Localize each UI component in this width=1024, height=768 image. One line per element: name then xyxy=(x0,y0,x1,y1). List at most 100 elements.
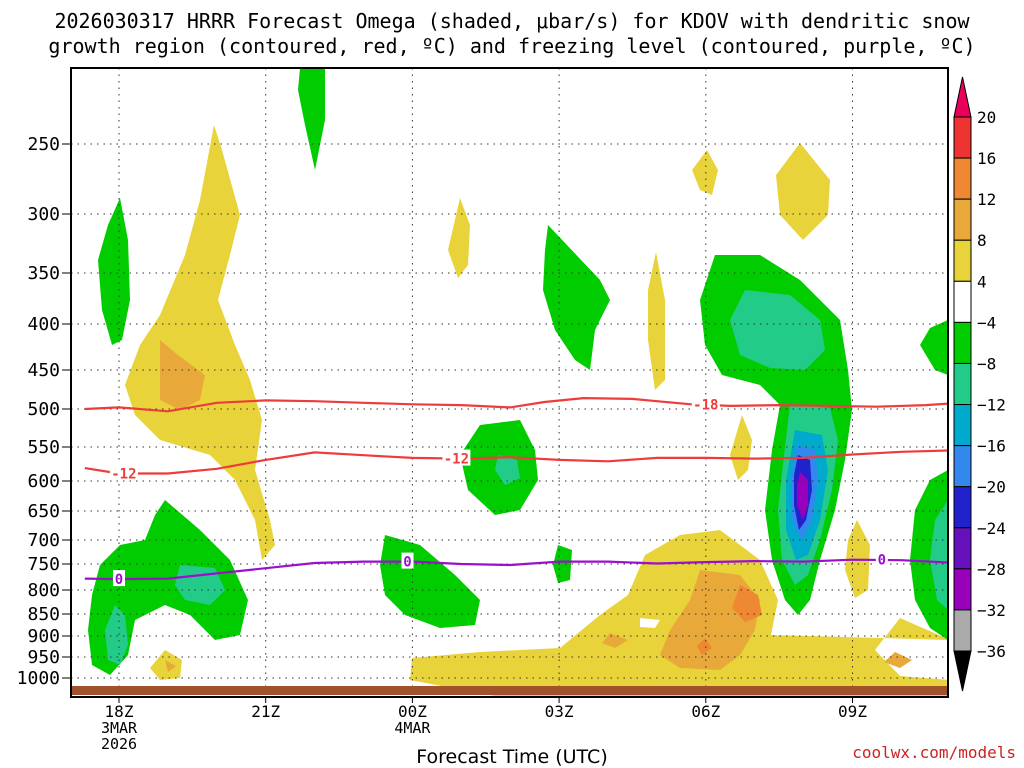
y-tick-label: 850 xyxy=(27,604,60,625)
y-tick-label: 300 xyxy=(27,204,60,225)
x-tick-label: 4MAR xyxy=(394,719,431,737)
y-tick-label: 450 xyxy=(27,360,60,381)
colorbar-swatch xyxy=(953,609,972,652)
plot-frame xyxy=(70,67,949,698)
colorbar-label: 4 xyxy=(977,272,987,291)
colorbar-swatch xyxy=(953,321,972,364)
grid-lines xyxy=(71,68,948,697)
omega-negative-region xyxy=(298,68,325,170)
omega-positive-region xyxy=(410,530,948,697)
colorbar-label: 8 xyxy=(977,231,987,250)
credit-text: coolwx.com/models xyxy=(852,743,1016,762)
omega-positive-region xyxy=(660,570,760,670)
colorbar-label: −12 xyxy=(977,396,1006,415)
x-tick-label: 06Z xyxy=(691,702,720,721)
y-tick-label: 400 xyxy=(27,314,60,335)
omega-negative-region xyxy=(543,225,610,370)
omega-positive-region xyxy=(648,252,665,390)
omega-colorbar: 20 16 12 8 4 −4 −8 −12 −16 −20 −24 −28 −32 −36 xyxy=(953,76,1006,692)
y-axis: 2503003504004505005506006507007508008509… xyxy=(17,134,71,689)
y-tick-label: 600 xyxy=(27,471,60,492)
contour-line xyxy=(84,396,948,413)
omega-positive-region xyxy=(165,660,176,672)
x-tick-label: 3MAR xyxy=(101,719,138,737)
colorbar-swatch xyxy=(953,280,972,323)
x-tick-label: 18Z xyxy=(105,702,134,721)
contour-label-bg xyxy=(875,550,888,567)
y-tick-label: 650 xyxy=(27,501,60,522)
omega-positive-region xyxy=(150,650,182,680)
colorbar-label: −8 xyxy=(977,354,996,373)
contour-label: -12 xyxy=(111,467,136,483)
y-tick-label: 500 xyxy=(27,399,60,420)
contour-label-bg xyxy=(401,552,414,569)
colorbar-label: −20 xyxy=(977,478,1006,497)
x-tick-label: 00Z xyxy=(398,702,427,721)
colorbar-swatch xyxy=(953,362,972,406)
omega-negative-region xyxy=(930,500,948,610)
omega-negative-region xyxy=(553,545,572,583)
x-tick-label: 21Z xyxy=(251,702,280,721)
contour-label-bg xyxy=(113,570,125,587)
omega-positive-region xyxy=(776,143,830,240)
y-tick-label: 800 xyxy=(27,580,60,601)
x-tick-label: 03Z xyxy=(545,702,574,721)
colorbar-label: 12 xyxy=(977,190,996,209)
omega-positive-region xyxy=(448,198,470,278)
y-tick-label: 550 xyxy=(27,437,60,458)
colorbar-swatch xyxy=(953,239,972,282)
y-tick-label: 750 xyxy=(27,554,60,575)
contour-label: 0 xyxy=(115,572,123,588)
colorbar-swatch xyxy=(953,486,972,529)
y-tick-label: 950 xyxy=(27,647,60,668)
colorbar-label: −32 xyxy=(977,601,1006,620)
omega-positive-region xyxy=(692,150,718,195)
y-tick-label: 900 xyxy=(27,626,60,647)
chart-title-line2: growth region (contoured, red, ºC) and f… xyxy=(48,34,976,58)
y-tick-label: 700 xyxy=(27,530,60,551)
colorbar-swatch xyxy=(953,527,972,570)
omega-positive-region xyxy=(697,638,712,655)
omega-negative-region xyxy=(920,320,948,375)
omega-positive-region xyxy=(732,585,762,622)
colorbar-label: 20 xyxy=(977,108,996,127)
y-tick-label: 350 xyxy=(27,263,60,284)
colorbar-label: −36 xyxy=(977,642,1006,661)
colorbar-swatch xyxy=(953,116,972,159)
omega-shading-layer xyxy=(88,68,948,697)
contour-label-bg xyxy=(442,449,471,466)
contour-label: 0 xyxy=(878,553,886,569)
omega-negative-region xyxy=(105,605,128,665)
contour-line xyxy=(84,449,948,475)
omega-positive-region xyxy=(160,340,205,410)
omega-positive-region xyxy=(125,125,275,560)
y-tick-label: 250 xyxy=(27,134,60,155)
omega-negative-region xyxy=(88,500,248,675)
colorbar-label: −24 xyxy=(977,519,1006,538)
contour-labels: -18 -12 -12 0 0 0 xyxy=(109,395,888,588)
contour-label: -18 xyxy=(693,397,718,413)
contour-line xyxy=(84,558,948,581)
y-tick-label: 1000 xyxy=(17,668,60,689)
x-tick-label: 09Z xyxy=(838,702,867,721)
contour-label-bg xyxy=(691,395,720,412)
omega-positive-region xyxy=(602,633,628,648)
contour-label: 0 xyxy=(403,555,411,571)
colorbar-label: 16 xyxy=(977,149,996,168)
ground-surface-strip xyxy=(71,686,948,695)
colorbar-label: −4 xyxy=(977,313,996,332)
omega-negative-region xyxy=(797,472,808,520)
colorbar-max-arrow xyxy=(953,76,972,118)
x-axis-title: Forecast Time (UTC) xyxy=(416,746,608,768)
colorbar-label: −28 xyxy=(977,560,1006,579)
contour-label-bg xyxy=(109,464,138,481)
colorbar-swatch xyxy=(953,568,972,611)
colorbar-swatch xyxy=(953,157,972,200)
omega-negative-region xyxy=(175,565,225,605)
omega-negative-region xyxy=(98,198,130,345)
omega-negative-region xyxy=(495,455,520,485)
colorbar-swatch xyxy=(953,404,972,447)
omega-positive-region xyxy=(640,618,660,628)
colorbar-label: −16 xyxy=(977,437,1006,456)
